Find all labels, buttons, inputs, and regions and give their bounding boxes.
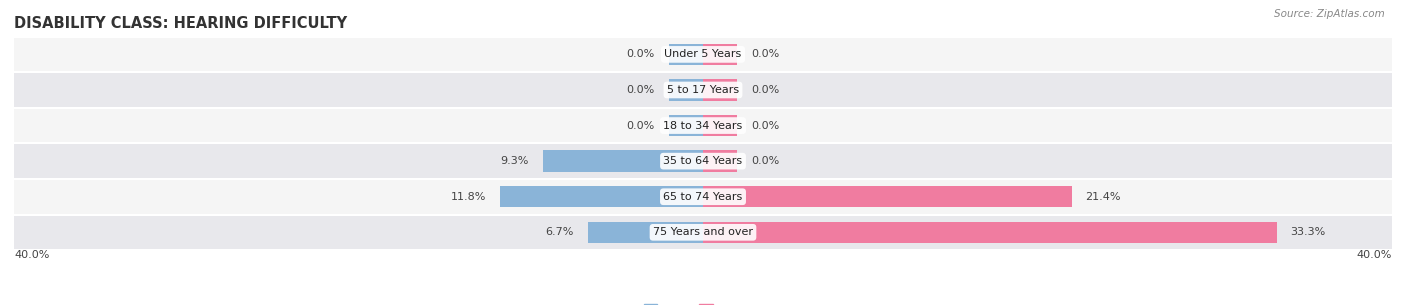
Text: 40.0%: 40.0% xyxy=(1357,250,1392,260)
Text: 40.0%: 40.0% xyxy=(14,250,49,260)
Bar xyxy=(703,186,1071,207)
Bar xyxy=(703,222,1277,243)
Text: 0.0%: 0.0% xyxy=(627,49,655,59)
Bar xyxy=(588,222,703,243)
Bar xyxy=(14,179,1392,214)
Text: Under 5 Years: Under 5 Years xyxy=(665,49,741,59)
Bar xyxy=(669,79,703,101)
Text: 0.0%: 0.0% xyxy=(751,85,779,95)
Text: 75 Years and over: 75 Years and over xyxy=(652,227,754,237)
Text: 5 to 17 Years: 5 to 17 Years xyxy=(666,85,740,95)
Bar xyxy=(14,214,1392,250)
Text: 0.0%: 0.0% xyxy=(751,49,779,59)
Bar xyxy=(703,44,738,65)
Bar xyxy=(543,150,703,172)
Text: 0.0%: 0.0% xyxy=(751,120,779,131)
Bar xyxy=(14,37,1392,72)
Text: 65 to 74 Years: 65 to 74 Years xyxy=(664,192,742,202)
Bar xyxy=(669,115,703,136)
Bar xyxy=(669,44,703,65)
Text: DISABILITY CLASS: HEARING DIFFICULTY: DISABILITY CLASS: HEARING DIFFICULTY xyxy=(14,16,347,31)
Bar xyxy=(14,143,1392,179)
Bar xyxy=(499,186,703,207)
Legend: Male, Female: Male, Female xyxy=(640,300,766,305)
Text: 33.3%: 33.3% xyxy=(1291,227,1326,237)
Text: 18 to 34 Years: 18 to 34 Years xyxy=(664,120,742,131)
Text: 9.3%: 9.3% xyxy=(501,156,529,166)
Text: 0.0%: 0.0% xyxy=(627,120,655,131)
Text: 11.8%: 11.8% xyxy=(450,192,486,202)
Bar xyxy=(703,115,738,136)
Text: Source: ZipAtlas.com: Source: ZipAtlas.com xyxy=(1274,9,1385,19)
Text: 6.7%: 6.7% xyxy=(546,227,574,237)
Text: 0.0%: 0.0% xyxy=(751,156,779,166)
Bar xyxy=(703,150,738,172)
Bar xyxy=(703,79,738,101)
Text: 21.4%: 21.4% xyxy=(1085,192,1121,202)
Bar xyxy=(14,72,1392,108)
Text: 0.0%: 0.0% xyxy=(627,85,655,95)
Text: 35 to 64 Years: 35 to 64 Years xyxy=(664,156,742,166)
Bar xyxy=(14,108,1392,143)
